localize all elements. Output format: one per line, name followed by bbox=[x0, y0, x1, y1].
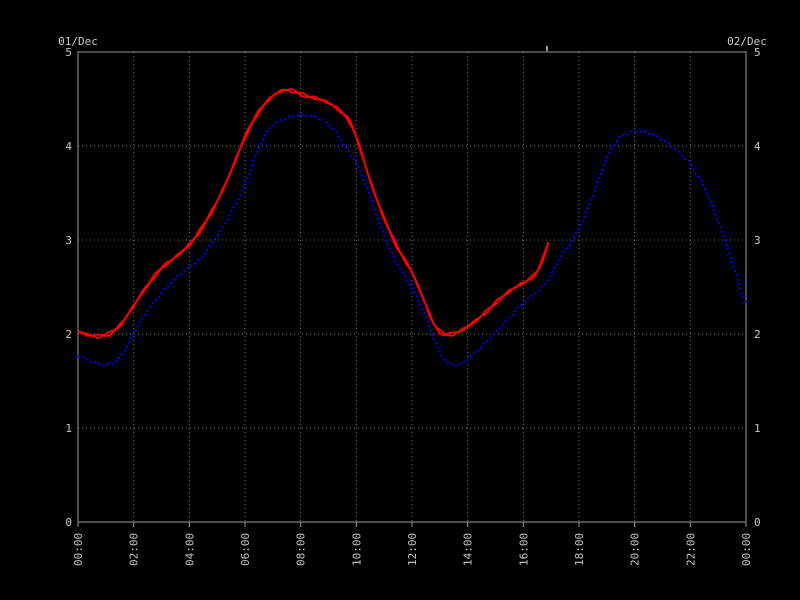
y-tick-label-left: 3 bbox=[65, 234, 72, 247]
x-tick-label: 20:00 bbox=[629, 533, 642, 566]
x-tick-label: 00:00 bbox=[740, 533, 753, 566]
x-tick-label: 08:00 bbox=[295, 533, 308, 566]
series-blue-line bbox=[77, 113, 747, 368]
x-tick-label: 00:00 bbox=[72, 533, 85, 566]
y-tick-label-left: 1 bbox=[65, 422, 72, 435]
y-tick-label-right: 5 bbox=[754, 46, 761, 59]
x-tick-label: 14:00 bbox=[462, 533, 475, 566]
y-tick-label-left: 0 bbox=[65, 516, 72, 529]
date-label-left: 01/Dec bbox=[58, 35, 98, 48]
y-tick-label-right: 0 bbox=[754, 516, 761, 529]
x-tick-label: 10:00 bbox=[350, 533, 363, 566]
x-tick-label: 02:00 bbox=[128, 533, 141, 566]
series-red-line bbox=[78, 88, 550, 339]
x-tick-label: 22:00 bbox=[684, 533, 697, 566]
y-tick-label-left: 5 bbox=[65, 46, 72, 59]
y-tick-label-right: 1 bbox=[754, 422, 761, 435]
y-tick-label-right: 4 bbox=[754, 140, 761, 153]
y-tick-label-left: 4 bbox=[65, 140, 72, 153]
x-tick-label: 16:00 bbox=[517, 533, 530, 566]
date-label-right: 02/Dec bbox=[727, 35, 767, 48]
x-tick-label: 18:00 bbox=[573, 533, 586, 566]
y-tick-label-right: 3 bbox=[754, 234, 761, 247]
x-tick-label: 04:00 bbox=[183, 533, 196, 566]
y-tick-label-left: 2 bbox=[65, 328, 72, 341]
x-tick-label: 06:00 bbox=[239, 533, 252, 566]
y-tick-label-right: 2 bbox=[754, 328, 761, 341]
x-tick-label: 12:00 bbox=[406, 533, 419, 566]
